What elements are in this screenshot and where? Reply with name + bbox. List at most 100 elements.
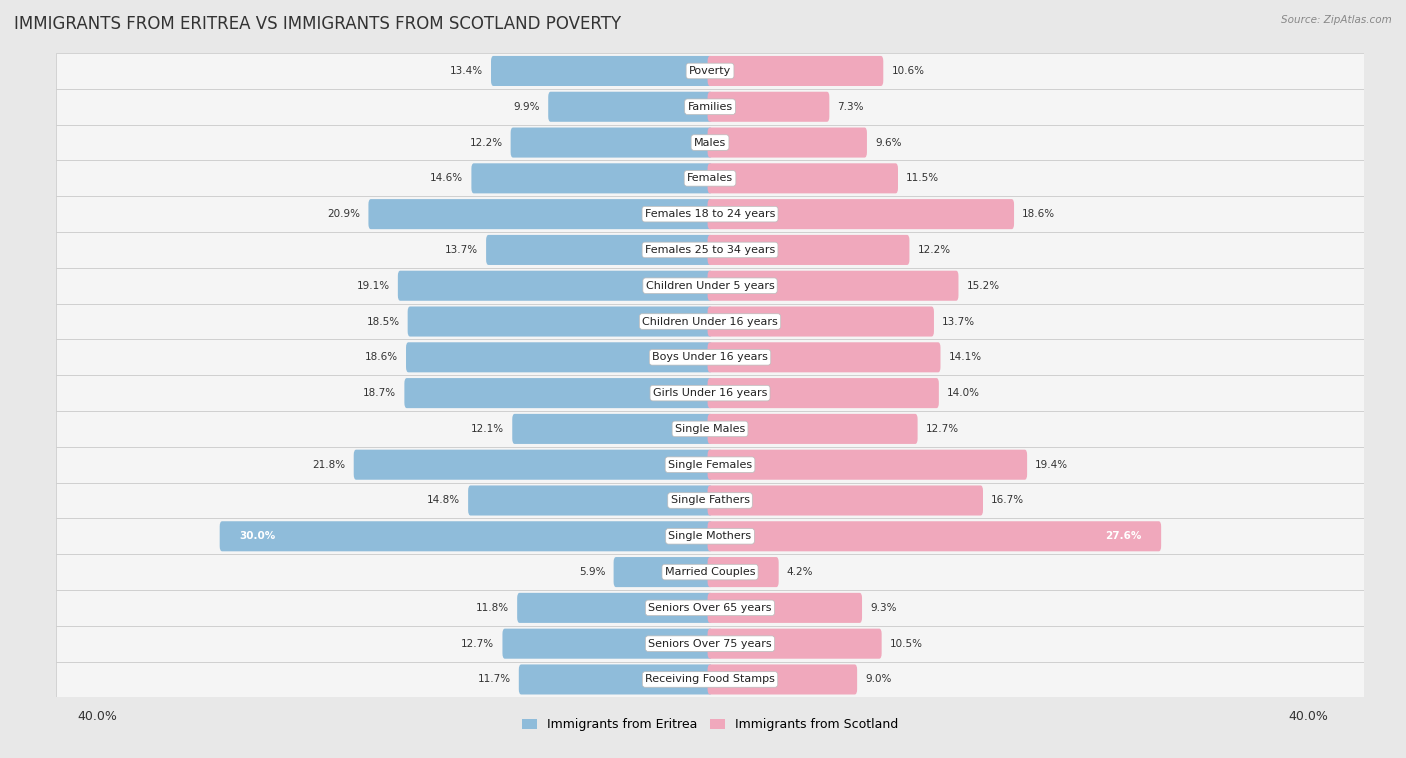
FancyBboxPatch shape	[707, 343, 941, 372]
FancyBboxPatch shape	[510, 127, 713, 158]
Bar	[56, 483, 1364, 518]
Bar	[56, 554, 1364, 590]
Text: 18.6%: 18.6%	[364, 352, 398, 362]
FancyBboxPatch shape	[707, 665, 858, 694]
Text: 13.7%: 13.7%	[942, 317, 976, 327]
Text: 4.2%: 4.2%	[787, 567, 813, 577]
Text: 11.8%: 11.8%	[475, 603, 509, 613]
Text: 18.7%: 18.7%	[363, 388, 396, 398]
Bar	[56, 89, 1364, 124]
Text: Girls Under 16 years: Girls Under 16 years	[652, 388, 768, 398]
Legend: Immigrants from Eritrea, Immigrants from Scotland: Immigrants from Eritrea, Immigrants from…	[517, 713, 903, 736]
Bar	[56, 662, 1364, 697]
Text: Females: Females	[688, 174, 733, 183]
Text: 20.9%: 20.9%	[328, 209, 360, 219]
Text: 12.7%: 12.7%	[461, 639, 495, 649]
Text: 21.8%: 21.8%	[312, 459, 346, 470]
Text: 12.2%: 12.2%	[470, 137, 502, 148]
Text: IMMIGRANTS FROM ERITREA VS IMMIGRANTS FROM SCOTLAND POVERTY: IMMIGRANTS FROM ERITREA VS IMMIGRANTS FR…	[14, 15, 621, 33]
Text: Poverty: Poverty	[689, 66, 731, 76]
Text: 27.6%: 27.6%	[1105, 531, 1142, 541]
FancyBboxPatch shape	[707, 56, 883, 86]
Bar	[56, 161, 1364, 196]
FancyBboxPatch shape	[707, 485, 983, 515]
Text: 5.9%: 5.9%	[579, 567, 606, 577]
Text: 18.6%: 18.6%	[1022, 209, 1056, 219]
Text: 13.4%: 13.4%	[450, 66, 482, 76]
Text: 9.9%: 9.9%	[513, 102, 540, 111]
Bar	[56, 53, 1364, 89]
Bar	[56, 304, 1364, 340]
Text: 9.3%: 9.3%	[870, 603, 897, 613]
FancyBboxPatch shape	[707, 378, 939, 408]
FancyBboxPatch shape	[354, 449, 713, 480]
FancyBboxPatch shape	[707, 557, 779, 587]
Bar	[56, 124, 1364, 161]
Text: 10.5%: 10.5%	[890, 639, 922, 649]
FancyBboxPatch shape	[471, 163, 713, 193]
FancyBboxPatch shape	[548, 92, 713, 122]
FancyBboxPatch shape	[491, 56, 713, 86]
Text: 30.0%: 30.0%	[239, 531, 276, 541]
Text: 7.3%: 7.3%	[838, 102, 865, 111]
FancyBboxPatch shape	[512, 414, 713, 444]
Bar	[56, 268, 1364, 304]
FancyBboxPatch shape	[707, 127, 868, 158]
Text: 15.2%: 15.2%	[967, 280, 1000, 291]
FancyBboxPatch shape	[613, 557, 713, 587]
Text: 14.6%: 14.6%	[430, 174, 463, 183]
Bar	[56, 232, 1364, 268]
Text: Married Couples: Married Couples	[665, 567, 755, 577]
FancyBboxPatch shape	[707, 92, 830, 122]
Text: 14.0%: 14.0%	[948, 388, 980, 398]
Bar	[56, 411, 1364, 446]
Text: Single Females: Single Females	[668, 459, 752, 470]
Text: 14.1%: 14.1%	[949, 352, 981, 362]
FancyBboxPatch shape	[707, 163, 898, 193]
Text: Females 25 to 34 years: Females 25 to 34 years	[645, 245, 775, 255]
Text: 40.0%: 40.0%	[1289, 709, 1329, 723]
Text: 18.5%: 18.5%	[367, 317, 399, 327]
Text: 12.2%: 12.2%	[918, 245, 950, 255]
Bar	[56, 446, 1364, 483]
Text: 14.8%: 14.8%	[427, 496, 460, 506]
Text: 9.6%: 9.6%	[875, 137, 901, 148]
Text: 12.1%: 12.1%	[471, 424, 505, 434]
FancyBboxPatch shape	[398, 271, 713, 301]
Text: 19.4%: 19.4%	[1035, 459, 1069, 470]
Bar	[56, 518, 1364, 554]
Bar	[56, 196, 1364, 232]
Text: 12.7%: 12.7%	[925, 424, 959, 434]
FancyBboxPatch shape	[219, 522, 713, 551]
FancyBboxPatch shape	[707, 628, 882, 659]
Text: Seniors Over 75 years: Seniors Over 75 years	[648, 639, 772, 649]
Text: 11.7%: 11.7%	[478, 675, 510, 684]
Bar	[56, 590, 1364, 626]
FancyBboxPatch shape	[486, 235, 713, 265]
Text: Children Under 5 years: Children Under 5 years	[645, 280, 775, 291]
FancyBboxPatch shape	[408, 306, 713, 337]
Text: 40.0%: 40.0%	[77, 709, 117, 723]
FancyBboxPatch shape	[707, 235, 910, 265]
FancyBboxPatch shape	[707, 593, 862, 623]
FancyBboxPatch shape	[707, 449, 1028, 480]
Text: Males: Males	[695, 137, 725, 148]
FancyBboxPatch shape	[707, 306, 934, 337]
Text: 11.5%: 11.5%	[907, 174, 939, 183]
Text: 16.7%: 16.7%	[991, 496, 1025, 506]
FancyBboxPatch shape	[517, 593, 713, 623]
Text: Single Mothers: Single Mothers	[668, 531, 752, 541]
Text: 19.1%: 19.1%	[357, 280, 389, 291]
FancyBboxPatch shape	[707, 522, 1161, 551]
Text: Single Fathers: Single Fathers	[671, 496, 749, 506]
Text: Boys Under 16 years: Boys Under 16 years	[652, 352, 768, 362]
Bar	[56, 375, 1364, 411]
Text: Females 18 to 24 years: Females 18 to 24 years	[645, 209, 775, 219]
FancyBboxPatch shape	[519, 665, 713, 694]
FancyBboxPatch shape	[405, 378, 713, 408]
FancyBboxPatch shape	[707, 199, 1014, 229]
Text: 9.0%: 9.0%	[865, 675, 891, 684]
FancyBboxPatch shape	[468, 485, 713, 515]
FancyBboxPatch shape	[406, 343, 713, 372]
Bar	[56, 340, 1364, 375]
